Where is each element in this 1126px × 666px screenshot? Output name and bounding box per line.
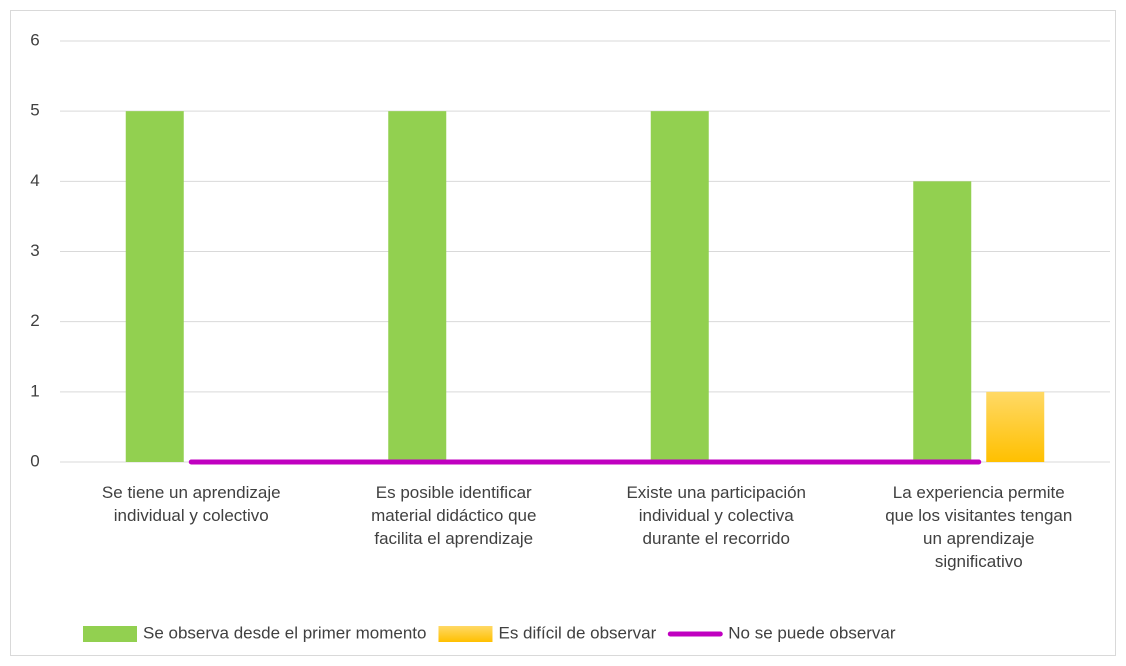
legend-label: Es difícil de observar — [498, 623, 656, 642]
legend-label: Se observa desde el primer momento — [143, 623, 426, 642]
y-tick-label: 1 — [30, 381, 39, 400]
y-tick-label: 6 — [30, 30, 39, 49]
x-tick-label: Se tiene un aprendizaje individual y cole… — [102, 483, 281, 525]
legend-swatch — [83, 626, 137, 642]
y-tick-label: 0 — [30, 451, 39, 470]
y-tick-label: 2 — [30, 311, 39, 330]
y-tick-label: 5 — [30, 101, 39, 120]
legend-label: No se puede observar — [728, 623, 896, 642]
bar — [388, 111, 447, 463]
bar — [125, 111, 184, 463]
legend-swatch — [438, 626, 493, 642]
x-tick-label: La experiencia permite que los visitantes… — [885, 483, 1072, 571]
bar — [986, 391, 1045, 462]
y-tick-label: 3 — [30, 241, 39, 260]
y-tick-label: 4 — [30, 171, 39, 190]
bar — [913, 181, 972, 463]
x-tick-label: Es posible identificar material didáctico… — [371, 483, 536, 548]
x-tick-label: Existe una participación individual y col… — [626, 483, 806, 548]
bar — [650, 111, 709, 463]
